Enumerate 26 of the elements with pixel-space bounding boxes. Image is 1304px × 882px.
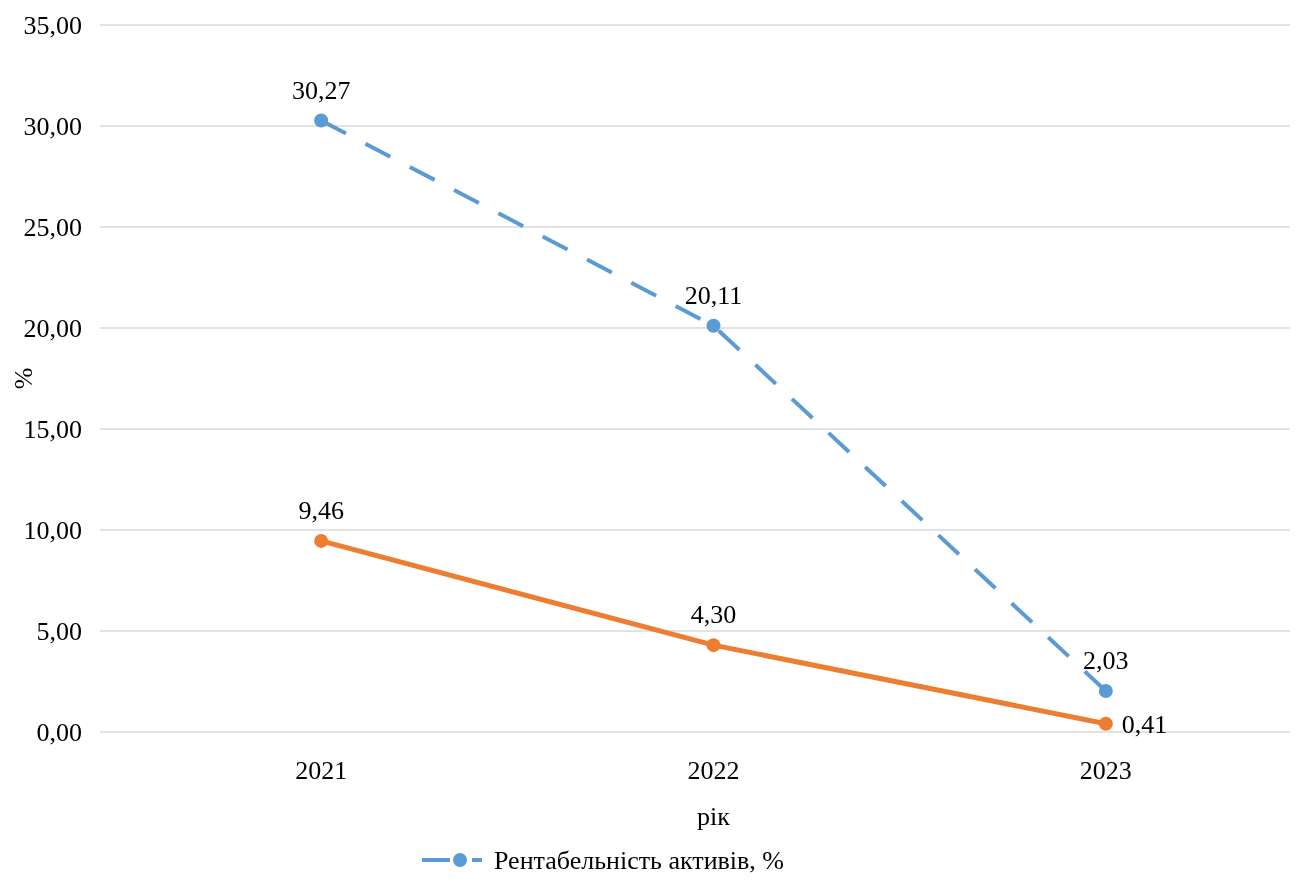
y-tick-label: 20,00 <box>23 314 82 344</box>
data-label: 4,30 <box>690 600 737 630</box>
point <box>314 533 329 548</box>
x-tick-label: 2022 <box>687 756 740 785</box>
x-axis-title: рік <box>697 802 731 831</box>
y-tick-label: 5,00 <box>36 617 82 647</box>
point <box>1098 683 1113 698</box>
y-tick-label: 30,00 <box>23 112 82 142</box>
data-label: 0,41 <box>1121 709 1168 739</box>
y-tick-label: 10,00 <box>23 516 82 546</box>
y-tick-label: 0,00 <box>36 718 82 748</box>
x-tick-label: 2021 <box>295 756 348 785</box>
data-label: 30,27 <box>291 75 351 105</box>
point <box>706 638 721 653</box>
x-tick-label: 2023 <box>1079 756 1132 785</box>
y-tick-label: 15,00 <box>23 415 82 445</box>
y-axis-title: % <box>9 367 38 390</box>
data-label: 9,46 <box>298 495 344 525</box>
data-label: 20,11 <box>684 280 743 310</box>
point <box>1098 716 1113 731</box>
legend-label: Рентабельність активів, % <box>494 846 784 876</box>
point <box>314 113 329 128</box>
y-tick-label: 25,00 <box>23 213 82 243</box>
point <box>706 318 721 333</box>
data-label: 2,03 <box>1083 645 1129 675</box>
y-tick-label: 35,00 <box>23 11 82 41</box>
